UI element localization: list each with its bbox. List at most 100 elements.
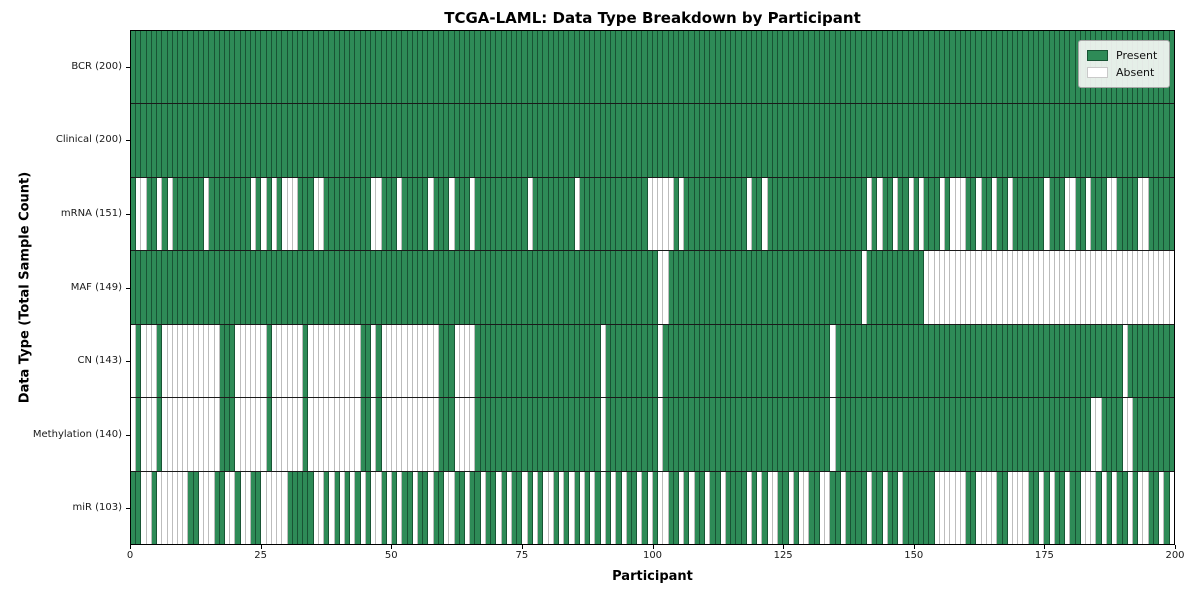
heatmap-cell: [1007, 471, 1013, 544]
heatmap-cell: [809, 104, 815, 177]
heatmap-cell: [303, 104, 309, 177]
heatmap-cell: [986, 177, 993, 251]
heatmap-cell: [412, 177, 419, 251]
heatmap-cell: [444, 471, 450, 544]
heatmap-cell: [976, 398, 982, 471]
heatmap-cell: [725, 104, 732, 177]
heatmap-cell: [350, 104, 356, 177]
heatmap-cell: [678, 324, 685, 398]
heatmap-cell: [475, 471, 481, 544]
heatmap-cell: [762, 104, 768, 177]
heatmap-cell: [245, 177, 252, 251]
heatmap-cell: [1039, 471, 1045, 544]
heatmap-cell: [251, 177, 257, 251]
heatmap-cell: [506, 398, 512, 471]
heatmap-cell: [1127, 251, 1133, 324]
heatmap-cell: [485, 177, 492, 251]
heatmap-cell: [344, 104, 351, 177]
heatmap-cell: [1028, 104, 1034, 177]
heatmap-cell: [955, 471, 961, 544]
heatmap-cell: [1049, 324, 1055, 398]
heatmap-cell: [950, 251, 956, 324]
heatmap-cell: [423, 471, 429, 544]
heatmap-cell: [183, 31, 189, 104]
heatmap-cell: [976, 31, 982, 104]
heatmap-cell: [1153, 398, 1160, 471]
heatmap-cell: [329, 471, 335, 544]
legend-label-absent: Absent: [1116, 66, 1155, 79]
heatmap-cell: [428, 324, 434, 398]
heatmap-cell: [616, 251, 622, 324]
heatmap-cell: [261, 324, 267, 398]
heatmap-cell: [188, 177, 194, 251]
heatmap-cell: [475, 398, 481, 471]
heatmap-cell: [616, 471, 622, 544]
heatmap-cell: [292, 471, 298, 544]
heatmap-cell: [224, 31, 231, 104]
heatmap-cell: [449, 398, 455, 471]
heatmap-cell: [1007, 31, 1013, 104]
heatmap-cell: [423, 398, 429, 471]
heatmap-cell: [204, 324, 210, 398]
heatmap-cell: [485, 398, 492, 471]
heatmap-cell: [1075, 398, 1081, 471]
heatmap-cell: [992, 251, 998, 324]
heatmap-cell: [454, 31, 460, 104]
heatmap-cell: [611, 324, 617, 398]
heatmap-cell: [950, 104, 956, 177]
heatmap-cell: [1127, 324, 1133, 398]
heatmap-cell: [746, 471, 753, 544]
heatmap-cell: [694, 104, 700, 177]
heatmap-cell: [371, 398, 377, 471]
heatmap-row: [131, 176, 1174, 251]
heatmap-cell: [459, 104, 465, 177]
heatmap-cell: [318, 31, 325, 104]
heatmap-cell: [558, 104, 565, 177]
heatmap-cell: [251, 31, 257, 104]
heatmap-cell: [480, 31, 486, 104]
heatmap-cell: [386, 104, 392, 177]
heatmap-cell: [929, 471, 935, 544]
heatmap-cell: [793, 471, 799, 544]
heatmap-cell: [1070, 31, 1076, 104]
heatmap-cell: [997, 251, 1003, 324]
heatmap-cell: [757, 471, 763, 544]
heatmap-cell: [412, 251, 419, 324]
heatmap-cell: [1122, 471, 1128, 544]
heatmap-cell: [616, 324, 622, 398]
heatmap-cell: [804, 104, 810, 177]
heatmap-cell: [198, 251, 205, 324]
heatmap-cell: [522, 251, 528, 324]
heatmap-cell: [209, 251, 215, 324]
heatmap-cell: [1153, 251, 1160, 324]
heatmap-cell: [715, 31, 721, 104]
heatmap-cell: [955, 251, 961, 324]
heatmap-cell: [997, 471, 1003, 544]
heatmap-cell: [705, 177, 711, 251]
heatmap-cell: [971, 104, 977, 177]
heatmap-cell: [1023, 471, 1029, 544]
heatmap-cell: [214, 104, 220, 177]
heatmap-cell: [1018, 31, 1024, 104]
heatmap-cell: [960, 324, 966, 398]
heatmap-cell: [637, 398, 643, 471]
heatmap-cell: [866, 177, 873, 251]
heatmap-cell: [616, 177, 622, 251]
heatmap-cell: [365, 177, 372, 251]
heatmap-cell: [710, 104, 716, 177]
heatmap-cell: [214, 471, 220, 544]
heatmap-cell: [251, 471, 257, 544]
heatmap-cell: [418, 104, 424, 177]
heatmap-cell: [188, 398, 194, 471]
heatmap-cell: [177, 324, 184, 398]
heatmap-cell: [845, 471, 852, 544]
heatmap-cell: [741, 471, 747, 544]
heatmap-cell: [271, 31, 278, 104]
heatmap-cell: [585, 471, 591, 544]
heatmap-cell: [866, 398, 873, 471]
heatmap-cell: [590, 31, 596, 104]
heatmap-cell: [334, 398, 340, 471]
heatmap-cell: [444, 177, 450, 251]
heatmap-cell: [188, 104, 194, 177]
heatmap-cell: [564, 324, 570, 398]
